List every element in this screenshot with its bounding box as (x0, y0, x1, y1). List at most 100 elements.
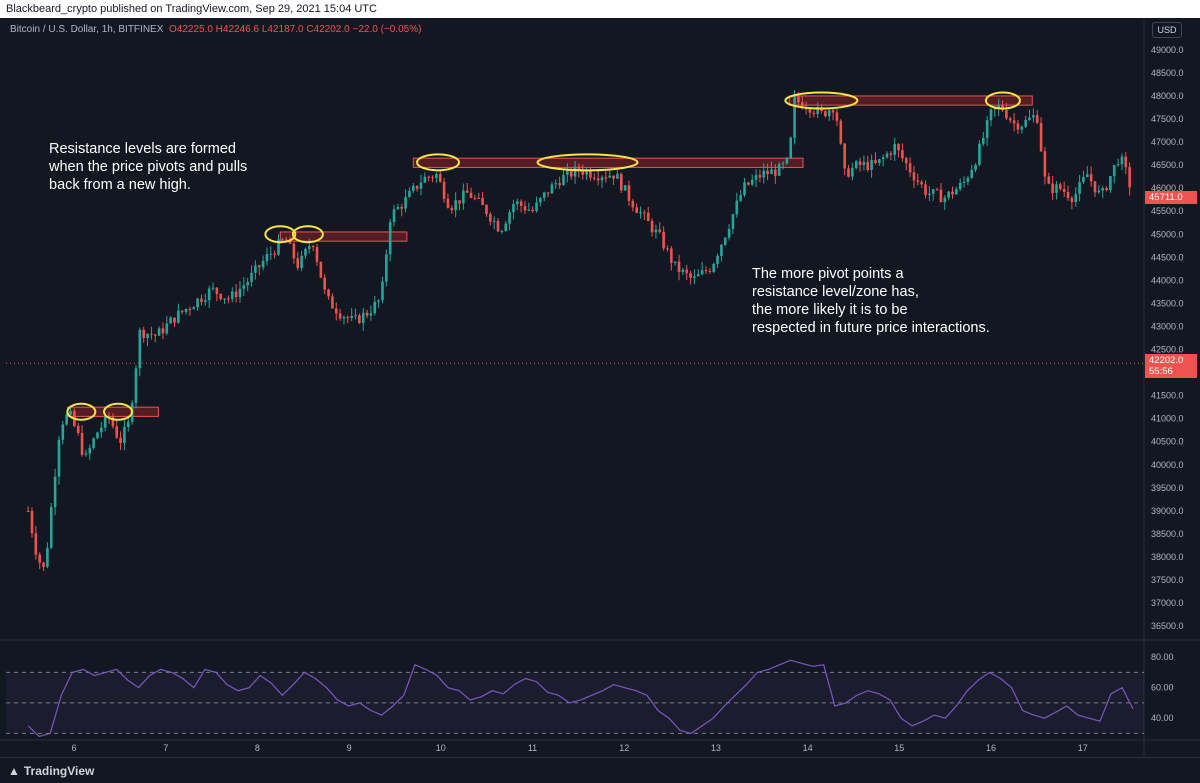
ohlc-close: C42202.0 (306, 24, 350, 35)
time-tick-label: 10 (436, 743, 446, 753)
price-tick-label: 48500.0 (1151, 68, 1184, 78)
candle-body (662, 231, 665, 249)
candle-body (146, 333, 149, 339)
candle-body (234, 291, 238, 298)
candle-body (646, 212, 650, 221)
tradingview-logo[interactable]: ▲ TradingView (8, 764, 94, 778)
candle-body (219, 293, 223, 300)
candle-body (785, 157, 789, 164)
candle-body (777, 164, 781, 176)
candle-body (754, 175, 758, 180)
candle-body (808, 109, 812, 113)
candle-body (465, 190, 469, 193)
candle-body (851, 167, 854, 177)
candle-body (26, 510, 30, 512)
candle-body (254, 265, 257, 273)
candle-body (585, 170, 588, 175)
time-tick-label: 13 (711, 743, 721, 753)
candle-body (958, 182, 962, 190)
candle-body (215, 287, 219, 294)
resistance-zone (412, 157, 804, 168)
candle-body (604, 177, 608, 179)
candle-body (889, 153, 893, 155)
candle-body (196, 298, 199, 308)
candle-body (292, 243, 296, 259)
candle-body (542, 192, 546, 198)
candle-body (600, 177, 604, 181)
candle-body (1059, 184, 1062, 190)
tradingview-brand: TradingView (23, 764, 95, 778)
price-tick-label: 48000.0 (1151, 91, 1184, 101)
candle-body (870, 159, 873, 170)
price-tick-label: 41000.0 (1151, 414, 1184, 424)
countdown-value: 55:56 (1149, 366, 1173, 377)
candle-body (211, 287, 215, 289)
price-tick-label: 41500.0 (1151, 391, 1184, 401)
candle-body (1062, 189, 1066, 192)
candle-body (904, 158, 908, 164)
candle-body (635, 207, 638, 213)
candle-body (1124, 156, 1128, 168)
candle-body (908, 163, 912, 173)
candle-body (385, 254, 388, 282)
candle-body (735, 200, 739, 215)
candle-body (878, 159, 881, 163)
candle-body (616, 173, 619, 179)
candle-body (134, 368, 138, 403)
price-tick-label: 44000.0 (1151, 275, 1184, 285)
symbol-name: Bitcoin / U.S. Dollar, 1h, BITFINEX (10, 24, 164, 35)
pivot-circle (66, 402, 97, 421)
candle-body (300, 255, 303, 268)
candle-body (123, 426, 126, 444)
currency-button[interactable]: USD (1152, 22, 1182, 38)
candle-body (596, 178, 600, 181)
candle-body (411, 185, 415, 191)
candle-body (454, 200, 457, 211)
candle-body (943, 197, 947, 203)
candle-body (157, 328, 161, 336)
price-tick-label: 44500.0 (1151, 252, 1184, 262)
candle-body (619, 173, 623, 191)
candle-body (281, 239, 284, 241)
candle-body (577, 166, 581, 171)
candle-body (989, 109, 993, 121)
candle-body (61, 424, 65, 440)
candle-body (1001, 104, 1004, 111)
candle-body (200, 298, 203, 302)
candle-body (473, 197, 477, 199)
candle-body (893, 144, 897, 155)
price-tick-label: 40500.0 (1151, 437, 1184, 447)
candle-body (84, 453, 88, 455)
time-tick-label: 17 (1078, 743, 1088, 753)
candle-body (400, 206, 404, 209)
current-price-tag: 42202.0 55:56 (1145, 354, 1197, 378)
candle-body (408, 190, 411, 198)
rsi-line (27, 659, 1134, 738)
candle-body (962, 181, 966, 183)
candle-body (1128, 167, 1131, 188)
candle-body (242, 285, 246, 289)
candle-body (966, 177, 970, 182)
candle-body (238, 288, 242, 298)
candle-body (308, 246, 311, 249)
rsi-tick-label: 40.00 (1151, 713, 1174, 723)
candle-body (392, 209, 396, 222)
price-tick-label: 39500.0 (1151, 483, 1184, 493)
candle-body (1085, 174, 1089, 178)
candle-body (831, 110, 835, 113)
candle-body (130, 402, 134, 422)
candle-body (1024, 120, 1027, 127)
candle-body (670, 248, 673, 263)
candle-body (631, 200, 635, 208)
candle-body (554, 183, 558, 185)
candle-body (34, 533, 38, 555)
price-tick-label: 37500.0 (1151, 575, 1184, 585)
candle-body (920, 181, 923, 185)
candle-body (462, 190, 465, 204)
candle-body (723, 237, 727, 245)
candle-body (1109, 176, 1112, 191)
candle-body (192, 307, 196, 310)
candle-body (153, 334, 157, 336)
candle-body (685, 269, 689, 274)
